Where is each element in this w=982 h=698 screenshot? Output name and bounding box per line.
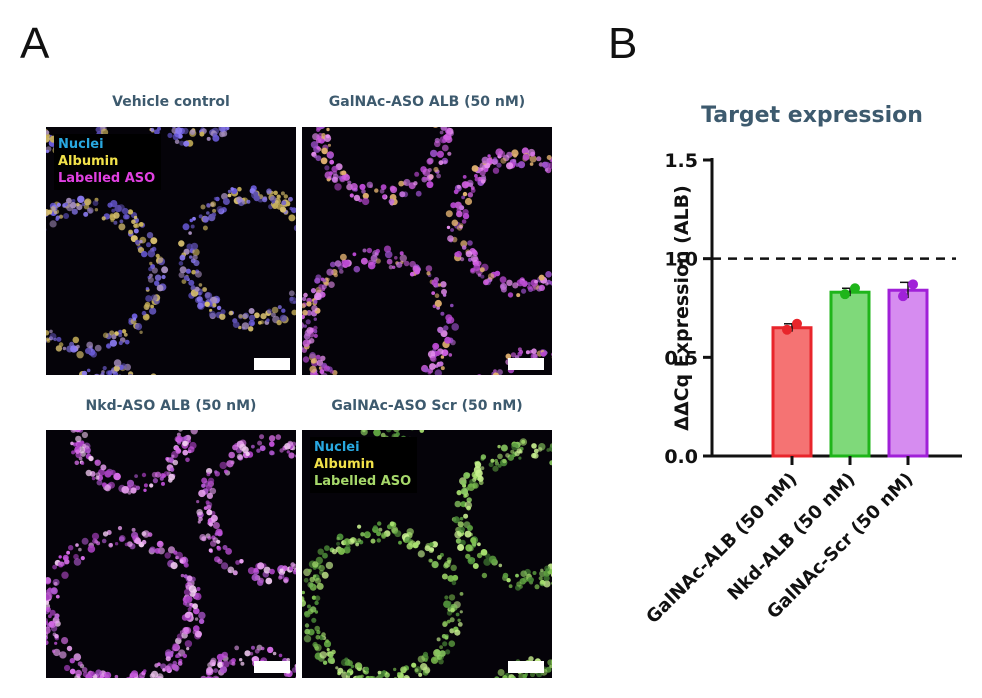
data-point xyxy=(792,318,802,329)
data-point xyxy=(908,279,918,290)
micrograph-vehicle-control: Nuclei Albumin Labelled ASO xyxy=(46,127,296,375)
panel-label-b: B xyxy=(608,19,638,68)
channel-legend: Nuclei Albumin Labelled ASO xyxy=(310,437,418,493)
scale-bar xyxy=(508,358,544,370)
data-point xyxy=(898,291,908,302)
micrograph-cells xyxy=(46,127,296,375)
legend-labelled-aso: Labelled ASO xyxy=(314,474,412,489)
panel-label-a: A xyxy=(20,19,50,68)
legend-nuclei: Nuclei xyxy=(58,137,104,152)
scale-bar xyxy=(254,661,290,673)
y-tick-label: 1.5 xyxy=(664,150,698,172)
micrograph-nkd-aso-alb xyxy=(46,430,296,678)
image-title-nkd-aso-alb: Nkd-ASO ALB (50 nM) xyxy=(85,398,257,414)
image-title-galnac-aso-scr: GalNAc-ASO Scr (50 nM) xyxy=(331,398,523,414)
micrograph-cells xyxy=(46,430,296,678)
y-tick-label: 0.5 xyxy=(664,347,698,369)
image-title-galnac-aso-alb: GalNAc-ASO ALB (50 nM) xyxy=(328,94,526,110)
channel-legend: Nuclei Albumin Labelled ASO xyxy=(54,134,162,190)
y-axis-label: ΔΔCq Expression (ALB) xyxy=(671,185,693,431)
micrograph-galnac-aso-scr: Nuclei Albumin Labelled ASO xyxy=(302,430,552,678)
legend-labelled-aso: Labelled ASO xyxy=(58,171,156,186)
legend-nuclei: Nuclei xyxy=(314,440,360,455)
legend-albumin: Albumin xyxy=(314,457,375,472)
bar xyxy=(829,290,871,458)
bar xyxy=(771,326,813,458)
micrograph-cells xyxy=(302,127,552,375)
micrograph-galnac-aso-alb xyxy=(302,127,552,375)
micrograph-cells xyxy=(302,430,552,678)
image-title-vehicle-control: Vehicle control xyxy=(112,94,230,110)
data-point xyxy=(782,324,792,335)
bar xyxy=(887,288,929,458)
scale-bar xyxy=(254,358,290,370)
y-tick-label: 1.0 xyxy=(664,249,698,271)
scale-bar xyxy=(508,661,544,673)
data-point xyxy=(850,283,860,294)
legend-albumin: Albumin xyxy=(58,154,119,169)
y-tick-label: 0.0 xyxy=(664,446,698,468)
chart-title: Target expression xyxy=(701,103,923,128)
data-point xyxy=(840,289,850,300)
